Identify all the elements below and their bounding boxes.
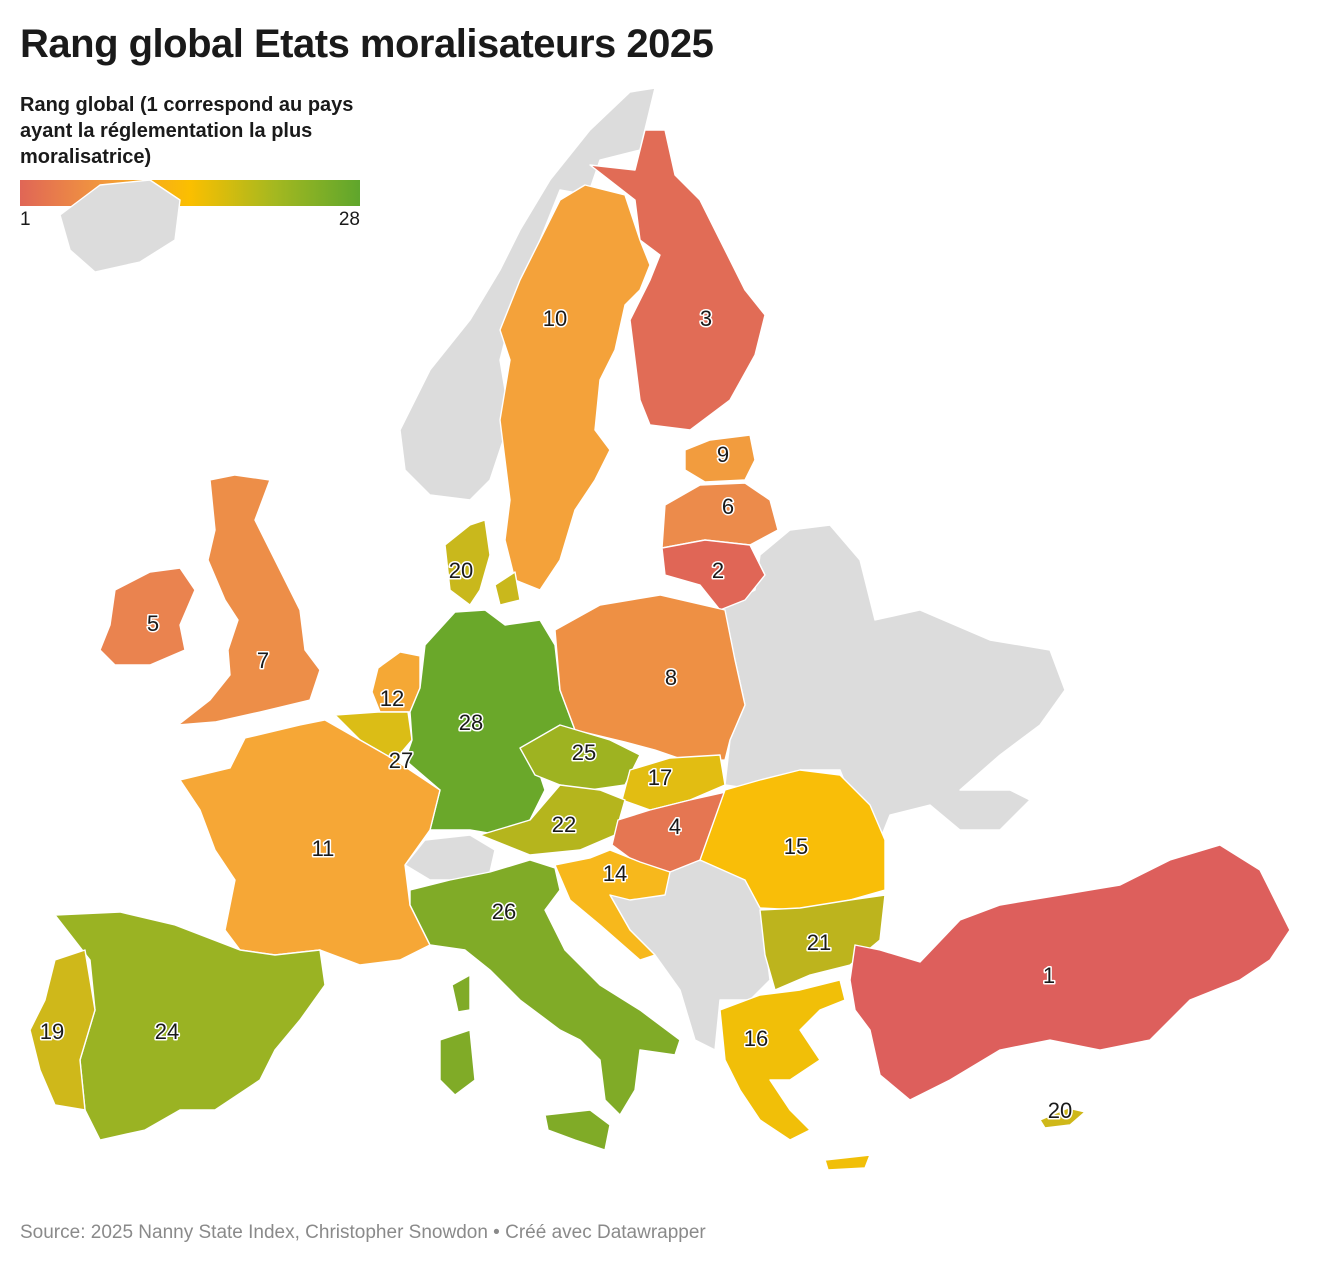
rank-label: 12 [380, 686, 404, 711]
greece-shape [719, 979, 871, 1171]
rank-label: 5 [147, 611, 159, 636]
switzerland-shape [404, 834, 496, 881]
rank-label: 6 [722, 494, 734, 519]
legend-min-label: 1 [20, 209, 31, 230]
italy-shape [409, 859, 681, 1151]
rank-label: 14 [603, 861, 627, 886]
denmark-shape [444, 519, 521, 606]
rank-label: 7 [257, 648, 269, 673]
rank-label: 20 [449, 558, 473, 583]
romania-shape [699, 769, 886, 911]
legend-ticks: 1 28 [20, 209, 360, 233]
austria-shape [479, 784, 626, 856]
rank-label: 25 [572, 740, 596, 765]
legend-max-label: 28 [338, 209, 360, 230]
data-countries [29, 129, 1291, 1171]
rank-label: 27 [389, 748, 413, 773]
estonia-shape [684, 434, 756, 483]
turkey-shape [849, 844, 1291, 1101]
source-note: Source: 2025 Nanny State Index, Christop… [20, 1222, 706, 1243]
rank-label: 17 [648, 765, 672, 790]
slovenia-croatia-shape [554, 849, 671, 961]
map-title: Rang global Etats moralisateurs 2025 [20, 22, 714, 66]
latvia-shape [661, 482, 779, 549]
color-legend: Rang global (1 correspond au pays ayant … [20, 92, 360, 233]
europe-choropleth-map: 3 10 9 6 2 20 5 7 12 27 28 8 25 17 22 4 11 14 15 21 26 24 19 16… [29, 87, 1291, 1171]
rank-label: 21 [807, 930, 831, 955]
rank-label: 11 [312, 836, 335, 861]
legend-title: Rang global (1 correspond au pays ayant … [20, 94, 354, 168]
rank-label: 10 [543, 306, 567, 331]
sweden-shape [499, 184, 651, 591]
no-data-countries [59, 87, 1066, 1051]
iceland-shape [59, 179, 181, 273]
lithuania-shape [661, 539, 766, 611]
rank-label: 28 [459, 710, 483, 735]
slovakia-shape [621, 754, 726, 811]
rank-label: 22 [552, 812, 576, 837]
rank-label: 16 [744, 1026, 768, 1051]
rank-label: 2 [712, 558, 724, 583]
rank-label: 3 [700, 306, 712, 331]
rank-label: 4 [669, 814, 681, 839]
ireland-shape [99, 567, 196, 666]
czechia-shape [519, 724, 641, 791]
rank-label: 9 [717, 442, 729, 467]
rank-label: 24 [155, 1019, 179, 1044]
portugal-shape [29, 949, 96, 1111]
rank-label: 20 [1048, 1098, 1072, 1123]
uk-shape [177, 474, 321, 726]
rank-labels: 3 10 9 6 2 20 5 7 12 27 28 8 25 17 22 4 11 14 15 21 26 24 19 16… [38, 304, 1073, 1124]
cyprus-shape [1039, 1107, 1086, 1129]
rank-label: 15 [784, 834, 808, 859]
germany-shape [404, 609, 576, 836]
finland-shape [589, 129, 766, 431]
rank-label: 1 [1043, 963, 1055, 988]
rank-label: 26 [492, 899, 516, 924]
corsica-shape [451, 974, 471, 1013]
rank-label: 19 [40, 1019, 64, 1044]
rank-label: 8 [665, 665, 677, 690]
